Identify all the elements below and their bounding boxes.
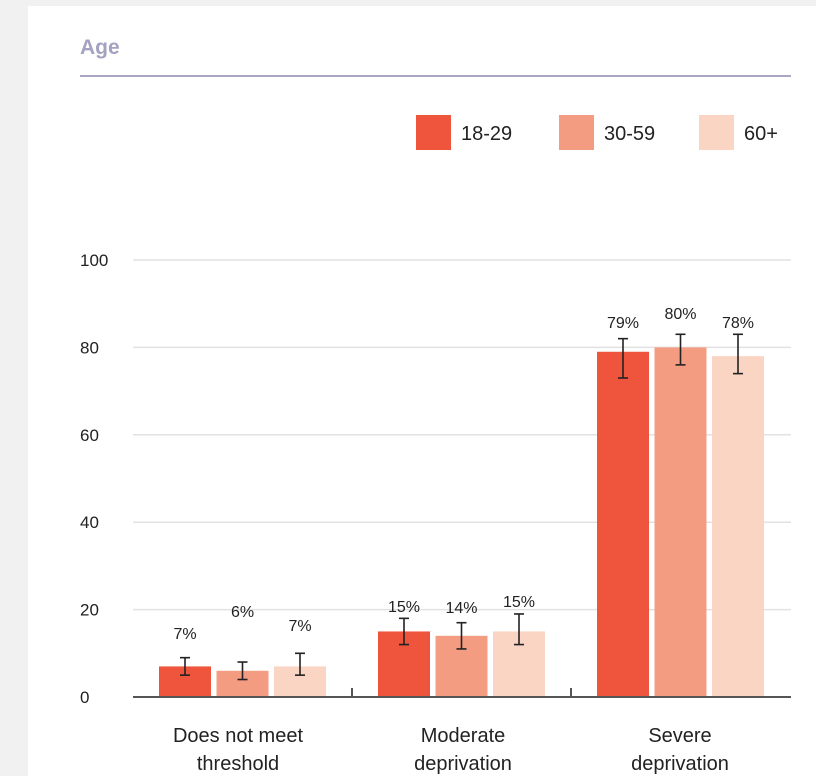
legend-label: 60+ [744,123,778,145]
data-label: 15% [503,594,535,611]
y-axis: 0 20 40 60 80 100 [80,251,108,707]
legend-swatch [699,115,734,150]
data-label: 7% [288,618,311,635]
y-tick-label: 60 [80,426,99,445]
category-label-line: Moderate [421,725,506,747]
legend-label: 18-29 [461,123,512,145]
category-label-line: Severe [648,725,711,747]
error-bars [180,333,743,681]
y-tick-label: 40 [80,513,99,532]
data-label: 14% [445,600,477,617]
bar [597,351,649,697]
y-tick-label: 0 [80,688,89,707]
data-labels: 7% 15% 79% 6% 14% 80% 7% 15% 78% [173,306,754,643]
y-tick-label: 20 [80,601,99,620]
category-label-line: threshold [197,753,279,775]
data-label: 6% [231,604,254,621]
category-label-line: Does not meet [173,725,304,747]
legend-label: 30-59 [604,123,655,145]
data-label: 78% [722,315,754,332]
category-label: Severe deprivation [631,725,729,775]
category-label: Does not meet threshold [173,725,304,775]
data-label: 80% [664,306,696,323]
category-label-line: deprivation [631,753,729,775]
bar [654,347,707,697]
data-label: 7% [173,626,196,643]
x-axis: Does not meet threshold Moderate deprivatio… [133,688,791,775]
bar [712,356,764,697]
legend-swatch [416,115,451,150]
data-label: 15% [388,599,420,616]
legend-swatch [559,115,594,150]
data-label: 79% [607,315,639,332]
category-label-line: deprivation [414,753,512,775]
category-label: Moderate deprivation [414,725,512,775]
legend: 18-29 30-59 60+ [416,115,778,150]
title-divider [80,75,791,77]
y-tick-label: 100 [80,251,108,270]
y-tick-label: 80 [80,338,99,357]
section-title: Age [80,36,120,59]
